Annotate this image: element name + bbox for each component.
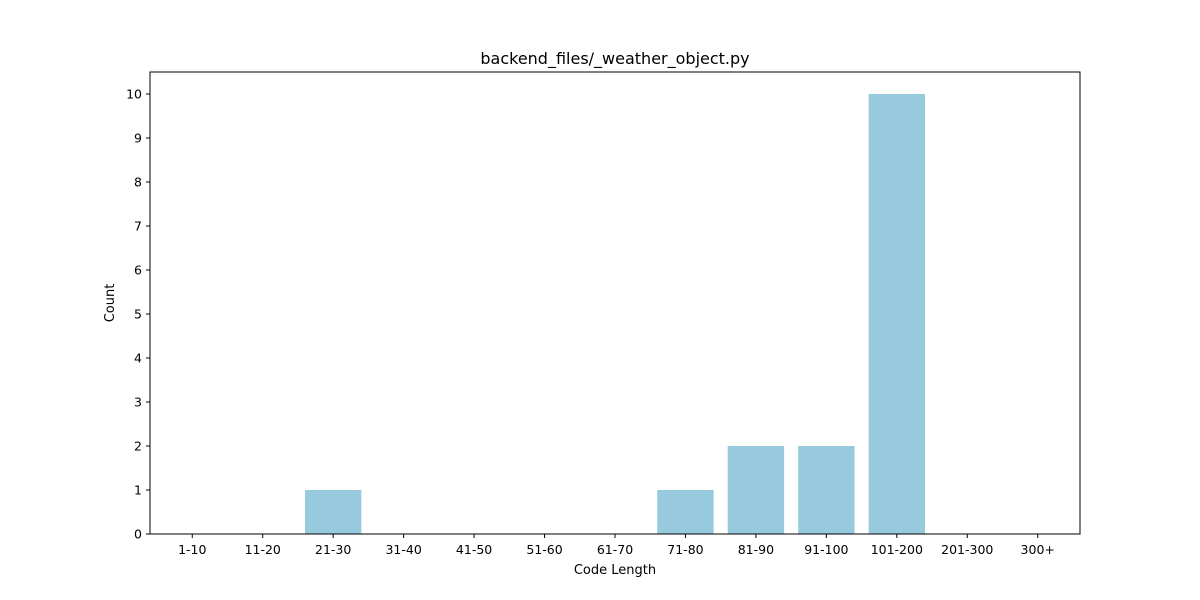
y-axis-label: Count bbox=[103, 284, 118, 323]
x-tick-label: 91-100 bbox=[804, 542, 848, 557]
bar-21-30 bbox=[305, 490, 362, 534]
x-tick-label: 31-40 bbox=[385, 542, 421, 557]
bar-71-80 bbox=[657, 490, 714, 534]
chart-title: backend_files/_weather_object.py bbox=[480, 49, 749, 69]
x-tick-label: 101-200 bbox=[871, 542, 923, 557]
y-tick-label: 9 bbox=[134, 131, 142, 146]
y-tick-label: 0 bbox=[134, 527, 142, 542]
y-tick-label: 10 bbox=[126, 87, 142, 102]
x-tick-label: 300+ bbox=[1021, 542, 1055, 557]
x-tick-label: 21-30 bbox=[315, 542, 351, 557]
y-tick-label: 2 bbox=[134, 439, 142, 454]
y-tick-label: 6 bbox=[134, 263, 142, 278]
bars-group bbox=[305, 94, 925, 534]
bar-91-100 bbox=[798, 446, 855, 534]
x-tick-label: 61-70 bbox=[597, 542, 633, 557]
y-axis-ticks: 0 1 2 3 4 5 6 7 8 9 10 bbox=[126, 87, 150, 542]
x-tick-label: 201-300 bbox=[941, 542, 993, 557]
x-tick-label: 41-50 bbox=[456, 542, 492, 557]
y-tick-label: 3 bbox=[134, 395, 142, 410]
y-tick-label: 5 bbox=[134, 307, 142, 322]
x-tick-label: 71-80 bbox=[667, 542, 703, 557]
y-tick-label: 4 bbox=[134, 351, 142, 366]
x-tick-label: 81-90 bbox=[738, 542, 774, 557]
y-tick-label: 8 bbox=[134, 175, 142, 190]
x-tick-label: 51-60 bbox=[526, 542, 562, 557]
plot-area-frame bbox=[149, 71, 1081, 535]
bar-81-90 bbox=[727, 446, 785, 534]
bar-101-200 bbox=[868, 94, 925, 534]
y-tick-label: 7 bbox=[134, 219, 142, 234]
x-axis-label: Code Length bbox=[574, 563, 656, 578]
x-axis-ticks: 1-10 11-20 21-30 31-40 41-50 51-60 61-70 71-80 8… bbox=[178, 534, 1055, 557]
x-tick-label: 11-20 bbox=[245, 542, 281, 557]
y-tick-label: 1 bbox=[134, 483, 142, 498]
x-tick-label: 1-10 bbox=[178, 542, 206, 557]
